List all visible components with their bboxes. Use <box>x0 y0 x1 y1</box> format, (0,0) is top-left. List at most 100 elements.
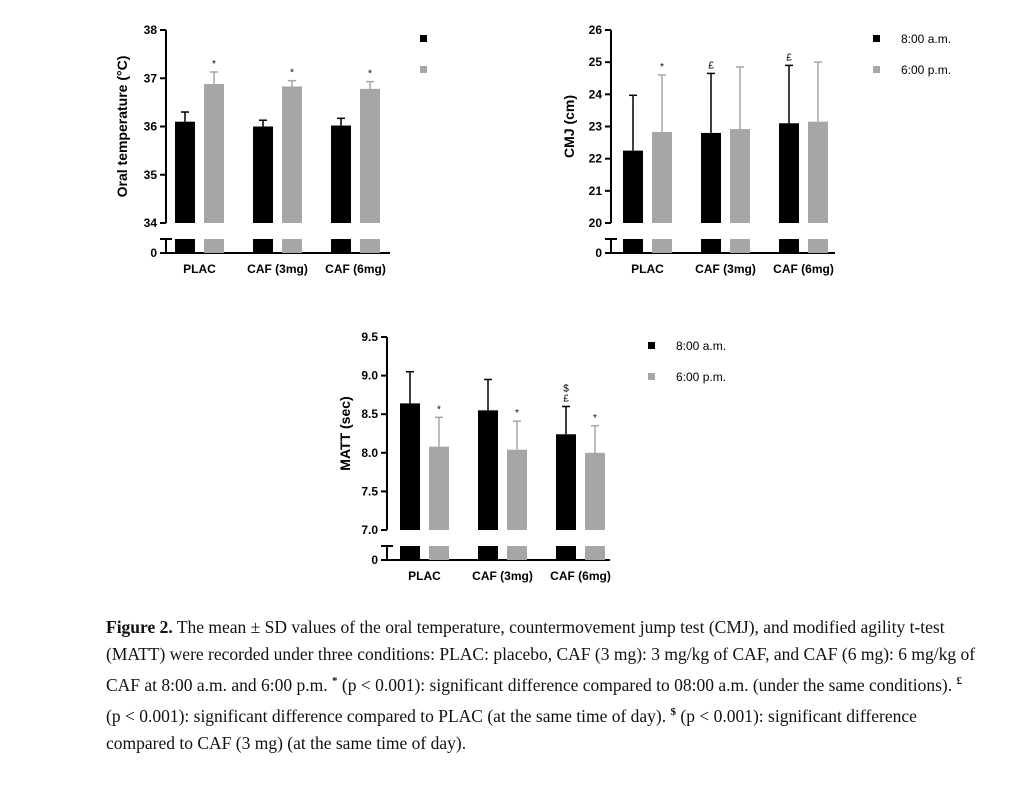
bar-lower-segment <box>701 239 721 253</box>
y-tick-label: 7.5 <box>361 484 378 498</box>
category-label: PLAC <box>408 569 441 583</box>
bar <box>556 434 576 530</box>
bar-lower-segment <box>429 546 449 560</box>
matt-chart: MATT (sec) 7.0 7.5 8.0 8.5 9.0 9.5 0 * PLAC * CAF (… <box>337 330 726 583</box>
y-tick-label: 24 <box>589 87 603 101</box>
bar <box>701 132 721 223</box>
y-tick-label: 38 <box>144 23 158 37</box>
bar-lower-segment <box>779 239 799 253</box>
caption-symbol-dollar: $ <box>670 705 677 718</box>
legend-label: 8:00 a.m. <box>901 32 951 46</box>
legend-swatch <box>873 66 880 73</box>
bar-lower-segment <box>204 239 224 253</box>
bar <box>779 123 799 223</box>
y-tick-label: 22 <box>589 152 603 166</box>
y-axis-title: MATT (sec) <box>337 396 353 470</box>
bar <box>808 121 828 223</box>
caption-symbol-asterisk: * <box>332 675 338 687</box>
category-label: CAF (6mg) <box>773 262 834 276</box>
category-label: CAF (3mg) <box>247 262 308 276</box>
category-label: CAF (3mg) <box>695 262 756 276</box>
bar-lower-segment <box>400 546 420 560</box>
significance-annotation: * <box>515 408 519 419</box>
bar <box>204 84 224 223</box>
y-tick-label: 21 <box>589 184 603 198</box>
figure-caption: Figure 2. The mean ± SD values of the or… <box>106 614 976 757</box>
y-tick-label: 8.5 <box>361 407 378 421</box>
caption-text-2: (p < 0.001): significant difference comp… <box>337 674 957 695</box>
bar <box>730 129 750 223</box>
bar <box>253 126 273 223</box>
caption-text-1: The mean ± SD values of the oral tempera… <box>106 617 976 695</box>
caption-text-3: (p < 0.001): significant difference comp… <box>106 705 671 726</box>
bar-lower-segment <box>556 546 576 560</box>
legend-swatch <box>648 373 655 380</box>
cmj-chart: CMJ (cm) 20 21 22 23 24 25 26 0 * PLAC £ CAF (3mg) £ C… <box>561 23 951 276</box>
significance-annotation: £ <box>563 393 569 404</box>
y-axis-title: CMJ (cm) <box>561 95 577 158</box>
caption-symbol-pound: £ <box>956 675 962 687</box>
bar <box>623 150 643 223</box>
category-label: PLAC <box>631 262 664 276</box>
legend-swatch <box>873 35 880 42</box>
significance-annotation: $ <box>563 383 569 394</box>
bar-lower-segment <box>730 239 750 253</box>
y-tick-label: 37 <box>144 71 158 85</box>
legend-swatch <box>420 66 427 73</box>
bar <box>360 88 380 224</box>
y-zero-label: 0 <box>371 553 378 567</box>
bar-lower-segment <box>253 239 273 253</box>
category-label: CAF (3mg) <box>472 569 533 583</box>
bar-lower-segment <box>478 546 498 560</box>
bar-lower-segment <box>585 546 605 560</box>
bar-lower-segment <box>623 239 643 253</box>
significance-annotation: * <box>212 59 216 70</box>
category-label: PLAC <box>183 262 216 276</box>
bar <box>400 403 420 530</box>
bar-lower-segment <box>331 239 351 253</box>
caption-text-4: (p < 0.001): significant difference comp… <box>106 705 917 753</box>
bar-lower-segment <box>360 239 380 253</box>
y-tick-label: 8.0 <box>361 446 378 460</box>
significance-annotation: * <box>437 404 441 415</box>
bar-lower-segment <box>175 239 195 253</box>
category-label: CAF (6mg) <box>325 262 386 276</box>
bar <box>507 449 527 530</box>
bar <box>282 86 302 223</box>
y-tick-label: 25 <box>589 55 603 69</box>
bar-lower-segment <box>808 239 828 253</box>
legend-swatch <box>648 342 655 349</box>
y-zero-label: 0 <box>595 246 602 260</box>
significance-annotation: £ <box>786 52 792 63</box>
bar <box>331 125 351 223</box>
bar-lower-segment <box>652 239 672 253</box>
legend-label: 6:00 p.m. <box>676 370 726 384</box>
y-tick-label: 35 <box>144 168 158 182</box>
y-tick-label: 9.5 <box>361 330 378 344</box>
y-zero-label: 0 <box>150 246 157 260</box>
legend-label: 6:00 p.m. <box>901 63 951 77</box>
category-label: CAF (6mg) <box>550 569 611 583</box>
y-tick-label: 26 <box>589 23 603 37</box>
y-tick-label: 34 <box>144 216 158 230</box>
y-tick-label: 23 <box>589 120 603 134</box>
y-tick-label: 7.0 <box>361 523 378 537</box>
significance-annotation: £ <box>708 60 714 71</box>
y-axis-title: Oral temperature (°C) <box>114 56 130 198</box>
legend-swatch <box>420 35 427 42</box>
oral-temperature-chart: Oral temperature (°C) 34 35 36 37 38 0 * PLAC * CA… <box>114 23 427 276</box>
significance-annotation: * <box>368 69 372 80</box>
bar <box>175 121 195 223</box>
bar-lower-segment <box>507 546 527 560</box>
y-tick-label: 36 <box>144 120 158 134</box>
bar-lower-segment <box>282 239 302 253</box>
significance-annotation: * <box>660 62 664 73</box>
y-tick-label: 9.0 <box>361 369 378 383</box>
significance-annotation: * <box>290 68 294 79</box>
caption-label: Figure 2. <box>106 617 173 637</box>
bar <box>429 446 449 530</box>
y-tick-label: 20 <box>589 216 603 230</box>
bar <box>585 452 605 530</box>
significance-annotation: * <box>593 413 597 424</box>
bar <box>478 410 498 530</box>
